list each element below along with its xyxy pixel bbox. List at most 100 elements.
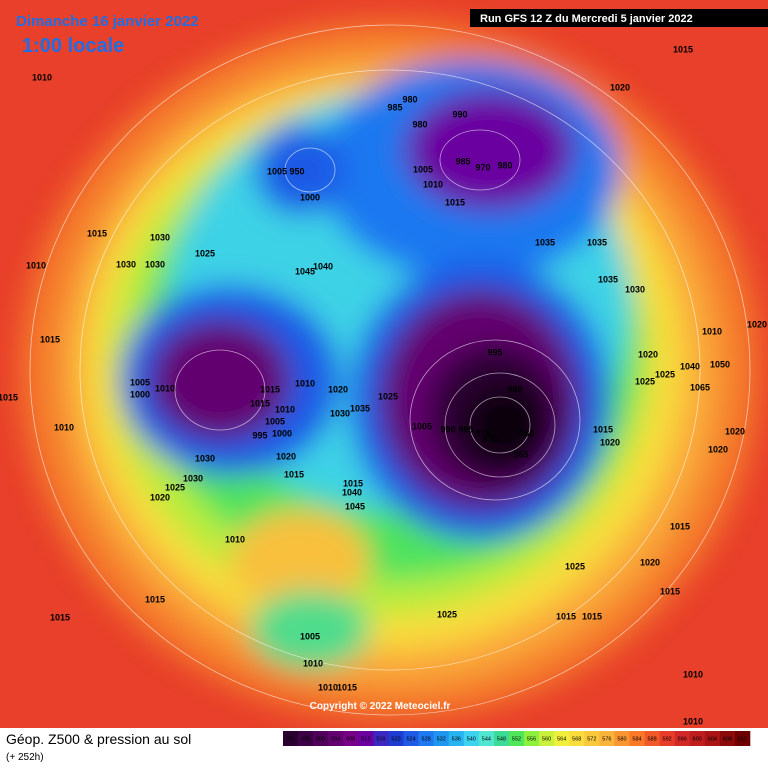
pressure-label: 1020	[276, 451, 296, 461]
pressure-label: 1020	[708, 444, 728, 454]
pressure-label: 1015	[87, 228, 107, 238]
pressure-label: 950	[289, 166, 304, 176]
pressure-label: 1030	[330, 408, 350, 418]
colorbar-label: 576	[602, 736, 611, 742]
colorbar-swatch	[448, 731, 465, 746]
pressure-label: 995	[487, 347, 502, 357]
pressure-label: 1020	[600, 437, 620, 447]
pressure-label: 1020	[610, 82, 630, 92]
colorbar-label: 568	[572, 736, 581, 742]
colorbar-label: 532	[437, 736, 446, 742]
colorbar-swatch	[463, 731, 480, 746]
colorbar-swatch	[373, 731, 389, 746]
pressure-label: 1015	[670, 521, 690, 531]
colorbar-swatch	[328, 731, 344, 746]
pressure-label: 1020	[747, 319, 767, 329]
colorbar-swatch	[358, 731, 374, 746]
colorbar-label: 608	[723, 736, 732, 742]
map-title: Dimanche 16 janvier 2022	[16, 13, 199, 30]
pressure-label: 1005	[412, 421, 432, 431]
pressure-label: 1000	[272, 428, 292, 438]
pressure-label: 1005	[413, 164, 433, 174]
pressure-label: 1035	[598, 274, 618, 284]
footer-lead: (+ 252h)	[6, 752, 44, 763]
pressure-label: 1035	[350, 403, 370, 413]
pressure-label: 1050	[710, 359, 730, 369]
pressure-label: 1035	[535, 237, 555, 247]
colorbar-label: 528	[422, 736, 431, 742]
colorbar-label: 512	[361, 736, 370, 742]
pressure-label: 1020	[725, 426, 745, 436]
pressure-label: 985	[458, 424, 473, 434]
colorbar-label: 560	[542, 736, 551, 742]
colorbar-swatch	[674, 731, 691, 746]
pressure-label: 1010	[303, 658, 323, 668]
pressure-label: 1040	[342, 487, 362, 497]
colorbar-label: 548	[497, 736, 506, 742]
colorbar-label: 508	[346, 736, 355, 742]
pressure-label: 980	[497, 160, 512, 170]
colorbar-label: 612	[738, 736, 747, 742]
colorbar-label: 504	[331, 736, 340, 742]
pressure-label: 1010	[54, 422, 74, 432]
pressure-label: 985	[455, 156, 470, 166]
colorbar-swatch	[298, 731, 314, 746]
pressure-label: 980	[402, 94, 417, 104]
pressure-label: 1005	[300, 631, 320, 641]
pressure-label: 1025	[655, 369, 675, 379]
pressure-label: 1015	[284, 469, 304, 479]
colorbar-swatch	[644, 731, 660, 746]
pressure-label: 1035	[587, 237, 607, 247]
colorbar-label: 592	[663, 736, 672, 742]
colorbar: 492 496 500 504 508 512 516 520 524 528 532 536 540 5…	[283, 731, 751, 746]
colorbar-swatch	[734, 731, 751, 746]
pressure-label: 1010	[423, 179, 443, 189]
pressure-label: 1015	[582, 611, 602, 621]
colorbar-swatch	[659, 731, 675, 746]
map-field	[0, 0, 768, 728]
pressure-label: 1025	[565, 561, 585, 571]
pressure-label: 985	[387, 102, 402, 112]
pressure-label: 1025	[437, 609, 457, 619]
colorbar-label: 536	[452, 736, 461, 742]
pressure-label: 1000	[300, 192, 320, 202]
pressure-label: 1025	[195, 248, 215, 258]
colorbar-swatch	[539, 731, 555, 746]
pressure-label: 1030	[625, 284, 645, 294]
pressure-label: 1010	[295, 378, 315, 388]
pressure-label: 1015	[40, 334, 60, 344]
pressure-label: 1015	[337, 682, 357, 692]
pressure-label: 1015	[556, 611, 576, 621]
colorbar-swatch	[599, 731, 615, 746]
pressure-label: 980	[507, 384, 522, 394]
pressure-label: 1020	[150, 492, 170, 502]
colorbar-label: 584	[632, 736, 641, 742]
pressure-label: 1010	[26, 260, 46, 270]
colorbar-label: 524	[406, 736, 415, 742]
pressure-label: 1010	[225, 534, 245, 544]
pressure-label: 1005	[267, 166, 287, 176]
colorbar-label: 580	[617, 736, 626, 742]
colorbar-label: 572	[587, 736, 596, 742]
colorbar-swatch	[418, 731, 434, 746]
colorbar-swatch	[493, 731, 510, 746]
colorbar-label: 500	[316, 736, 325, 742]
colorbar-label: 600	[693, 736, 702, 742]
pressure-label: 990	[440, 424, 455, 434]
colorbar-swatch	[283, 731, 299, 746]
colorbar-swatch	[629, 731, 645, 746]
pressure-label: 1015	[593, 424, 613, 434]
pressure-label: 990	[452, 109, 467, 119]
colorbar-label: 516	[376, 736, 385, 742]
colorbar-swatch	[614, 731, 630, 746]
pressure-label: 1005	[130, 377, 150, 387]
pressure-label: 1040	[313, 261, 333, 271]
colorbar-swatch	[719, 731, 736, 746]
pressure-label: 1025	[165, 482, 185, 492]
pressure-label: 1010	[318, 682, 338, 692]
pressure-label: 1025	[635, 376, 655, 386]
pressure-label: 980	[412, 119, 427, 129]
map-time: 1:00 locale	[22, 35, 124, 57]
